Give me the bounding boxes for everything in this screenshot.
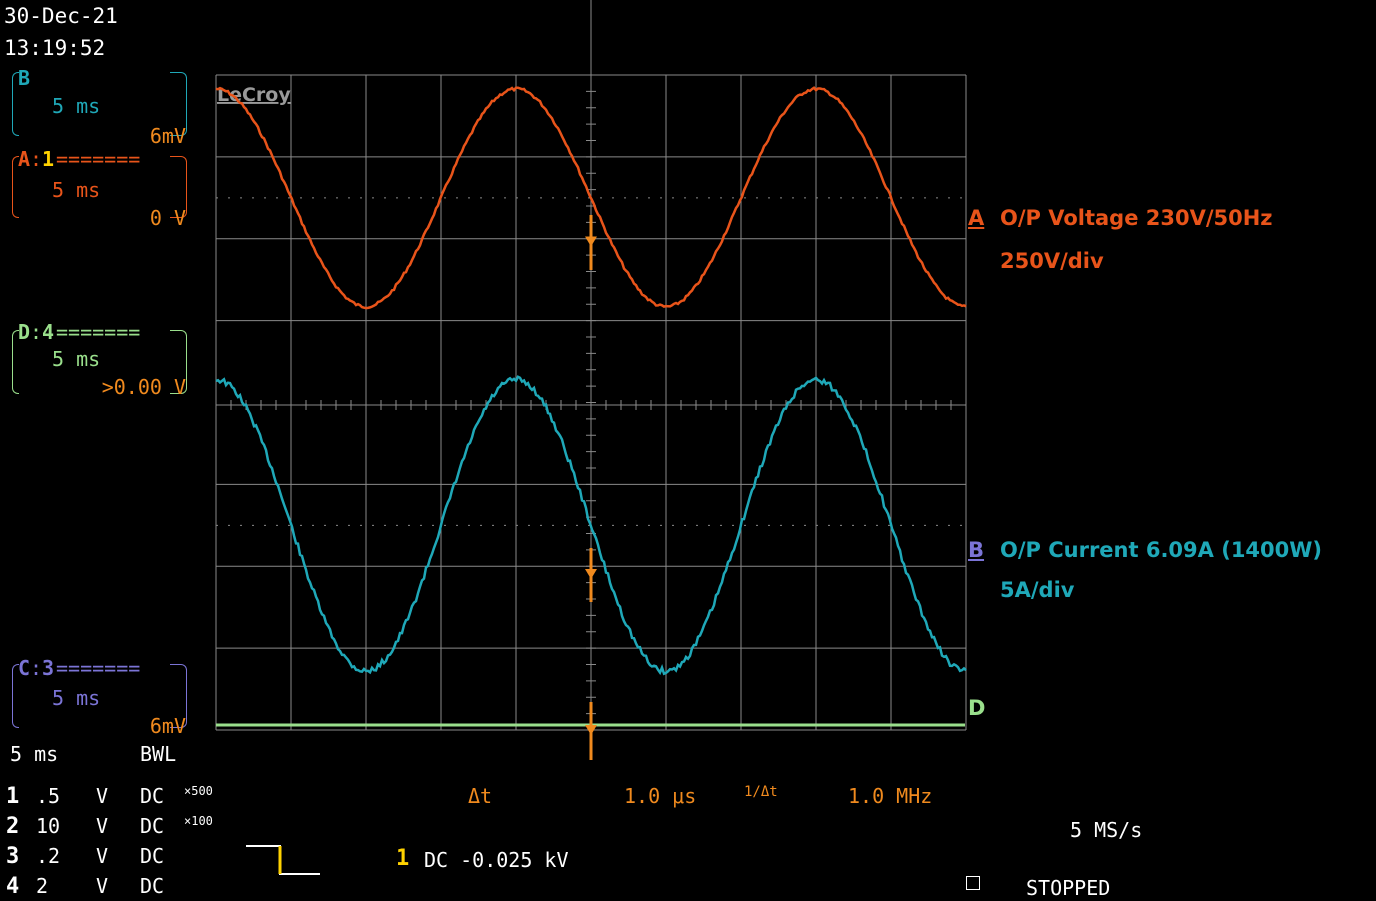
lecroy-logo: LeCroy <box>217 84 291 106</box>
current-cursor-marker <box>585 569 597 579</box>
voltage-cursor-marker <box>585 237 597 247</box>
graticule <box>216 0 966 730</box>
